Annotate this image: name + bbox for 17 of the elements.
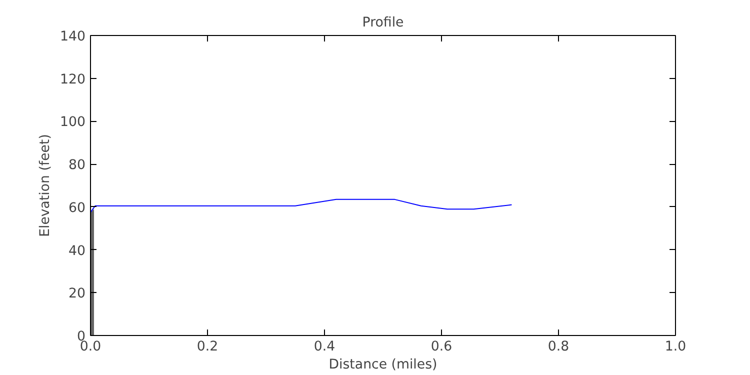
x-axis-title: Distance (miles) xyxy=(328,358,438,372)
y-tick-label: 140 xyxy=(60,30,86,44)
x-tick-label: 0.4 xyxy=(314,340,336,354)
y-tick-label: 40 xyxy=(68,244,86,259)
y-tick-label: 100 xyxy=(60,115,86,130)
line-series xyxy=(90,198,512,213)
chart-title: Profile xyxy=(362,16,404,30)
y-tick-label: 20 xyxy=(68,286,86,302)
y-axis-title: Elevation (feet) xyxy=(38,134,54,237)
x-tick-label: 0.6 xyxy=(430,340,452,354)
y-tick-label: 80 xyxy=(68,158,86,174)
x-tick-label: 0.2 xyxy=(196,340,218,354)
x-tick-label: 0.0 xyxy=(80,340,102,354)
y-tick-label: 60 xyxy=(68,200,86,216)
y-tick-label: 120 xyxy=(60,72,86,88)
x-tick-label: 0.8 xyxy=(548,340,570,354)
x-tick-label: 1.0 xyxy=(664,340,686,354)
